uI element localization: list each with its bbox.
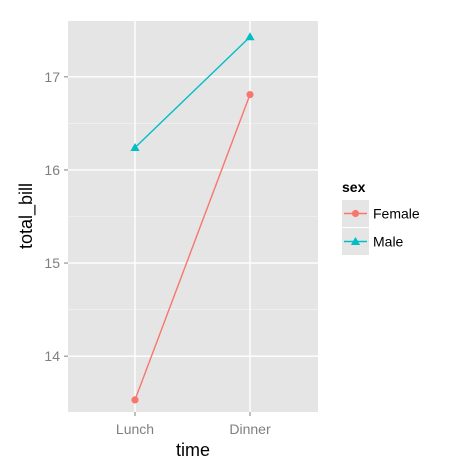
data-point-male — [130, 143, 140, 152]
x-axis-ticks: Lunch Dinner — [116, 412, 271, 437]
x-tick-label: Dinner — [229, 421, 271, 437]
y-axis-title: total_bill — [16, 183, 37, 249]
y-tick-label: 16 — [44, 162, 60, 178]
y-tick-label: 14 — [44, 348, 60, 364]
data-point-male — [245, 32, 255, 41]
legend-items: Female Male — [342, 200, 420, 255]
legend-label-male: Male — [373, 234, 404, 250]
series-points — [130, 32, 255, 404]
data-point-female — [246, 90, 254, 99]
series-line-female — [134, 94, 251, 401]
data-point-female — [131, 396, 139, 404]
x-axis-title: time — [176, 440, 210, 460]
legend-title: sex — [342, 179, 366, 195]
y-axis-ticks: 14 15 16 17 — [44, 69, 68, 364]
series-line-male — [134, 36, 251, 149]
legend-marker-male — [350, 236, 361, 245]
y-tick-label: 17 — [44, 69, 60, 85]
x-tick-label: Lunch — [116, 421, 154, 437]
legend-label-female: Female — [373, 206, 420, 222]
y-tick-label: 15 — [44, 255, 60, 271]
legend-marker-female — [351, 209, 360, 218]
series-lines — [134, 36, 251, 401]
legend: sex Female Male — [342, 179, 420, 255]
gridlines — [68, 21, 318, 412]
